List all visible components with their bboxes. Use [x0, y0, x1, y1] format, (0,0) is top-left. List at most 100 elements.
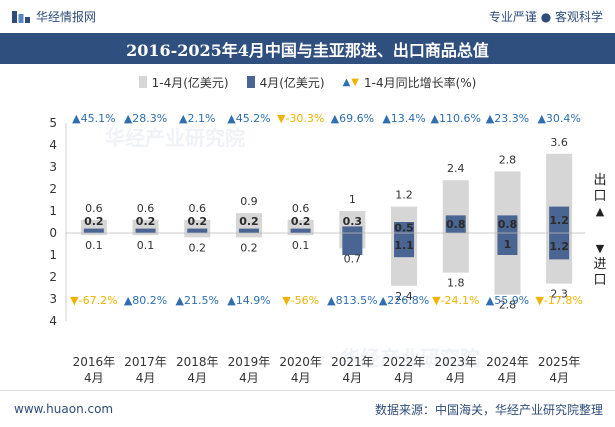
- export-cumulative-label: 2.4: [447, 162, 465, 175]
- x-tick-label-month: 4月: [136, 371, 156, 385]
- export-cumulative-label: 0.6: [137, 202, 155, 215]
- import-monthly-label: 1.1: [394, 239, 414, 252]
- export-monthly-label: 0.3: [343, 215, 363, 228]
- y-tick-label: 2: [49, 270, 57, 284]
- import-growth-label: ▼-24.1%: [432, 294, 479, 307]
- triangle-down-icon: ▼: [351, 76, 359, 88]
- arrow-down-icon: ▼: [596, 242, 605, 255]
- y-tick-label: 1: [49, 204, 57, 218]
- legend-monthly: 4月(亿美元): [246, 74, 325, 91]
- export-monthly-bar: [135, 228, 156, 233]
- y-tick-label: 1: [49, 248, 57, 262]
- import-growth-label: ▼-56%: [282, 294, 319, 307]
- export-monthly-bar: [290, 228, 311, 233]
- export-monthly-bar: [187, 228, 208, 233]
- x-tick-label-year: 2016年: [73, 355, 116, 369]
- x-tick-label-month: 4月: [343, 371, 363, 385]
- side-label-export-char-2: 口: [593, 189, 606, 204]
- export-cumulative-label: 0.6: [85, 202, 103, 215]
- import-cumulative-label: 0.1: [137, 239, 155, 252]
- legend-growth-label: 1-4月同比增长率(%): [364, 75, 477, 90]
- export-cumulative-label: 0.6: [189, 202, 207, 215]
- import-cumulative-label: 0.7: [344, 252, 362, 265]
- export-cumulative-label: 0.9: [240, 195, 258, 208]
- import-monthly-bar: [497, 233, 518, 255]
- side-label-import-char-2: 口: [593, 273, 606, 288]
- x-tick-label-year: 2020年: [279, 355, 322, 369]
- export-growth-label: ▲45.1%: [72, 112, 115, 125]
- y-tick-label: 3: [49, 160, 57, 174]
- export-cumulative-label: 2.8: [499, 153, 517, 166]
- import-growth-label: ▲813.5%: [327, 294, 377, 307]
- import-cumulative-bar: [184, 233, 211, 238]
- import-monthly-label: 1: [504, 238, 512, 251]
- export-monthly-label: 1.2: [549, 214, 569, 227]
- import-monthly-bar: [342, 233, 363, 255]
- footer-website: www.huaon.com: [14, 402, 114, 416]
- y-tick-label: 5: [49, 116, 57, 130]
- y-tick-label: 4: [49, 138, 57, 152]
- import-growth-label: ▲226.8%: [379, 294, 429, 307]
- import-growth-label: ▲80.2%: [124, 294, 167, 307]
- legend-cumulative: 1-4月(亿美元): [138, 74, 229, 91]
- side-label-import-char-1: 进: [593, 257, 606, 272]
- legend-monthly-label: 4月(亿美元): [259, 75, 325, 90]
- export-cumulative-label: 1: [349, 193, 356, 206]
- x-tick-label-year: 2019年: [228, 355, 271, 369]
- export-growth-label: ▼-30.3%: [277, 112, 324, 125]
- triangle-up-icon: ▲: [342, 76, 351, 88]
- export-monthly-bar: [445, 215, 466, 233]
- import-monthly-bar: [394, 233, 415, 258]
- x-tick-label-month: 4月: [187, 371, 207, 385]
- watermark-0: 华经产业研究院: [105, 126, 245, 150]
- import-growth-label: ▲14.9%: [227, 294, 270, 307]
- export-monthly-label: 0.8: [446, 218, 466, 231]
- x-tick-label-month: 4月: [498, 371, 518, 385]
- footer-source: 数据来源：中国海关，华经产业研究院整理: [374, 402, 603, 417]
- x-tick-label-year: 2025年: [538, 355, 581, 369]
- brand: 华经情报网: [12, 8, 96, 25]
- export-growth-label: ▲28.3%: [124, 112, 167, 125]
- brand-name: 华经情报网: [36, 10, 97, 24]
- x-tick-label-year: 2017年: [124, 355, 167, 369]
- export-monthly-bar: [342, 226, 363, 233]
- import-monthly-bar: [549, 233, 570, 260]
- top-bar: 华经情报网 专业严谨 ● 客观科学: [0, 0, 615, 33]
- title-bar: 2016-2025年4月中国与圭亚那进、出口商品总值: [0, 33, 615, 64]
- export-monthly-bar: [497, 215, 518, 233]
- export-monthly-label: 0.2: [188, 215, 208, 228]
- export-monthly-bar: [238, 228, 259, 233]
- chart-title: 2016-2025年4月中国与圭亚那进、出口商品总值: [126, 40, 489, 60]
- export-monthly-label: 0.2: [239, 215, 259, 228]
- export-growth-label: ▲13.4%: [382, 112, 425, 125]
- x-tick-label-year: 2021年: [331, 355, 374, 369]
- x-tick-label-year: 2023年: [434, 355, 477, 369]
- import-cumulative-label: 2.4: [395, 290, 413, 303]
- export-growth-label: ▲30.4%: [537, 112, 580, 125]
- y-tick-label: 3: [49, 292, 57, 306]
- import-cumulative-label: 0.1: [292, 239, 310, 252]
- import-monthly-label: 1.2: [549, 240, 569, 253]
- export-monthly-bar: [83, 228, 104, 233]
- export-monthly-label: 0.5: [394, 222, 414, 235]
- y-tick-label: 4: [49, 314, 57, 328]
- watermark-1: 华经产业研究院: [340, 346, 480, 370]
- export-monthly-label: 0.2: [291, 215, 311, 228]
- import-cumulative-bar: [442, 233, 469, 273]
- import-cumulative-bar: [132, 233, 159, 236]
- export-growth-label: ▲45.2%: [227, 112, 270, 125]
- import-growth-label: ▲55.9%: [486, 294, 529, 307]
- export-growth-label: ▲2.1%: [179, 112, 215, 125]
- import-cumulative-label: 2.8: [499, 299, 517, 312]
- export-monthly-label: 0.8: [498, 218, 518, 231]
- export-growth-label: ▲23.3%: [486, 112, 529, 125]
- x-tick-label-month: 4月: [291, 371, 311, 385]
- import-cumulative-label: 0.2: [189, 241, 207, 254]
- import-cumulative-label: 0.2: [240, 241, 258, 254]
- brand-logo-icon: [12, 10, 30, 23]
- import-cumulative-label: 2.3: [550, 288, 568, 301]
- y-tick-label: 2: [49, 182, 57, 196]
- export-monthly-label: 0.2: [136, 215, 156, 228]
- import-cumulative-bar: [80, 233, 107, 236]
